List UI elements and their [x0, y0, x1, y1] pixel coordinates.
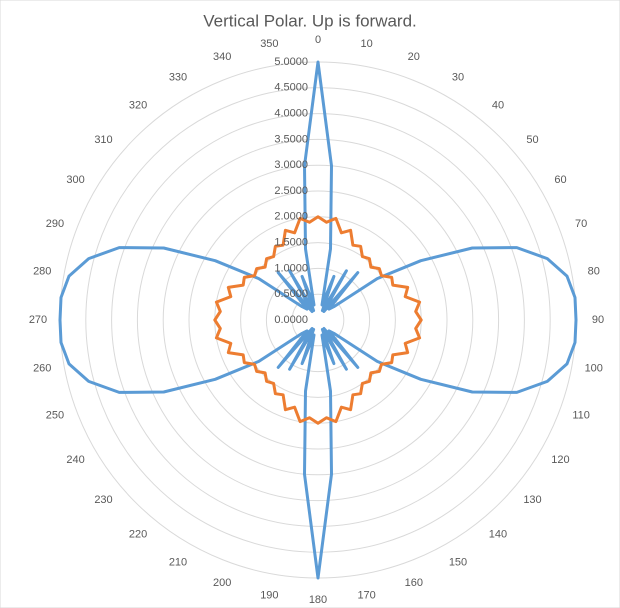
y-tick-label: 0.5000 — [274, 288, 308, 300]
angle-label: 70 — [575, 218, 587, 230]
angle-label: 350 — [260, 38, 278, 50]
angle-label: 40 — [492, 99, 504, 111]
angle-label: 110 — [572, 410, 590, 422]
y-tick-label: 2.0000 — [274, 211, 308, 223]
angle-label: 140 — [489, 528, 507, 540]
angle-label: 120 — [551, 454, 569, 466]
angle-label: 160 — [405, 577, 423, 589]
angle-label: 280 — [33, 265, 51, 277]
y-tick-label: 0.0000 — [274, 314, 308, 326]
chart-title: Vertical Polar. Up is forward. — [203, 11, 417, 30]
angle-label: 10 — [360, 38, 372, 50]
angle-label: 300 — [66, 174, 84, 186]
angle-label: 270 — [29, 314, 47, 326]
angle-label: 290 — [46, 218, 64, 230]
angle-label: 90 — [592, 314, 604, 326]
y-tick-label: 4.0000 — [274, 108, 308, 120]
angle-label: 190 — [260, 590, 278, 602]
grid-circle — [188, 190, 448, 450]
y-tick-label: 3.0000 — [274, 159, 308, 171]
angle-label: 340 — [213, 51, 231, 63]
grid-circle — [240, 242, 396, 398]
angle-label: 180 — [309, 594, 327, 606]
grid-circle — [136, 138, 500, 502]
angle-label: 310 — [94, 134, 112, 146]
angle-label: 100 — [585, 363, 603, 375]
angle-label: 200 — [213, 577, 231, 589]
angle-label: 170 — [357, 590, 375, 602]
angle-label: 210 — [169, 556, 187, 568]
angle-label: 240 — [66, 454, 84, 466]
angle-label: 30 — [452, 71, 464, 83]
angle-label: 150 — [449, 556, 467, 568]
angle-label: 80 — [588, 265, 600, 277]
y-tick-label: 3.5000 — [274, 133, 308, 145]
series-line — [58, 60, 578, 580]
angle-label: 20 — [408, 51, 420, 63]
grid-circle — [162, 164, 474, 476]
y-tick-label: 1.0000 — [274, 262, 308, 274]
y-tick-label: 4.5000 — [274, 82, 308, 94]
angle-label: 0 — [315, 34, 321, 46]
angle-label: 50 — [526, 134, 538, 146]
series-line — [213, 215, 423, 425]
grid-circle — [85, 87, 551, 553]
angle-label: 250 — [46, 410, 64, 422]
grid-circle — [265, 267, 371, 373]
angle-label: 320 — [129, 99, 147, 111]
angle-label: 330 — [169, 71, 187, 83]
y-tick-label: 2.5000 — [274, 185, 308, 197]
y-tick-label: 1.5000 — [274, 237, 308, 249]
angle-label: 220 — [129, 528, 147, 540]
y-tick-label: 5.0000 — [274, 56, 308, 68]
grid-circle — [291, 293, 345, 347]
angle-label: 130 — [523, 494, 541, 506]
angle-label: 60 — [554, 174, 566, 186]
grid-circle — [111, 113, 525, 527]
angle-label: 260 — [33, 363, 51, 375]
angle-label: 230 — [94, 494, 112, 506]
